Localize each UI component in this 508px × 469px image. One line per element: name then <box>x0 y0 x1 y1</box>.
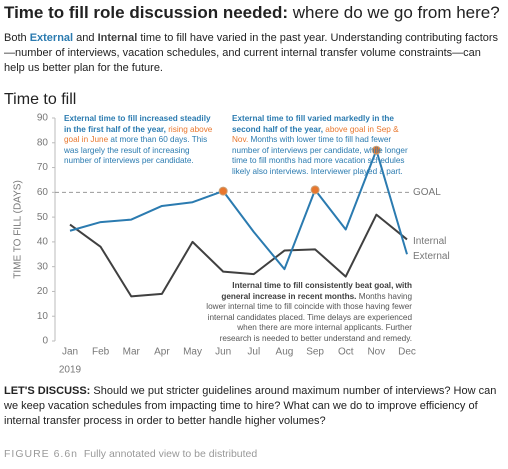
text-segment: Internal <box>97 32 138 44</box>
series-line <box>69 149 408 271</box>
x-tick-label: Nov <box>367 347 385 358</box>
x-tick-label: May <box>183 347 202 358</box>
y-tick-label: 60 <box>37 187 49 198</box>
x-tick-label: Feb <box>92 347 110 358</box>
highlight-point <box>218 186 228 196</box>
x-axis-label: 2019 <box>59 365 82 376</box>
text-segment: FIGURE 6.6n <box>4 448 79 460</box>
x-tick-label: Mar <box>123 347 141 358</box>
x-tick-label: Dec <box>398 347 416 358</box>
page-title: Time to fill role discussion needed: whe… <box>4 3 500 23</box>
text-segment: LET'S DISCUSS: <box>4 385 91 397</box>
text-segment: time to fill have varied in the past yea… <box>4 32 499 74</box>
y-tick-label: 80 <box>37 137 49 148</box>
y-tick-label: 10 <box>37 311 49 322</box>
text-segment: Should we put stricter guidelines around… <box>4 385 497 427</box>
chart-title: Time to fill <box>4 91 77 108</box>
y-tick-label: 90 <box>37 113 49 124</box>
x-tick-label: Sep <box>306 347 324 358</box>
text-segment: Time to fill role discussion needed: <box>4 3 289 22</box>
x-tick-label: Jan <box>62 347 78 358</box>
text-segment: Internal time to fill consistently beat … <box>221 281 412 301</box>
x-tick-label: Aug <box>276 347 294 358</box>
y-tick-label: 70 <box>37 162 49 173</box>
x-tick-label: Oct <box>338 347 354 358</box>
caption: FIGURE 6.6n Fully annotated view to be d… <box>4 448 257 460</box>
text-segment: External <box>29 32 74 44</box>
highlight-point <box>371 145 381 155</box>
text-segment: Both <box>4 32 30 44</box>
text-segment: rising above goal in June <box>64 124 213 145</box>
subtitle: Both External and Internal time to fill … <box>4 31 504 76</box>
annotation: External time to fill varied markedly in… <box>232 114 410 177</box>
text-segment: Months with lower time to fill had fewer… <box>232 135 408 176</box>
x-tick-label: Apr <box>154 347 170 358</box>
discussion: LET'S DISCUSS: Should we put stricter gu… <box>4 384 504 429</box>
x-tick-label: Jun <box>215 347 231 358</box>
text-segment: and <box>73 32 98 44</box>
text-segment: above goal in Sep & Nov. <box>232 124 399 145</box>
text-segment: Months having lower internal time to fil… <box>206 291 412 343</box>
text-segment: External time to fill varied markedly in… <box>232 114 394 134</box>
y-tick-label: 0 <box>42 336 48 347</box>
highlight-point <box>310 185 320 195</box>
y-axis-label: TIME TO FILL (DAYS) <box>13 180 24 279</box>
y-tick-label: 30 <box>37 261 49 272</box>
text-segment: at more than 60 days. This was largely t… <box>64 135 208 165</box>
series-label: Internal <box>413 236 446 247</box>
y-tick-label: 20 <box>37 286 49 297</box>
series-line <box>69 213 408 298</box>
y-tick-label: 50 <box>37 212 49 223</box>
annotation: Internal time to fill consistently beat … <box>206 281 412 344</box>
text-segment: Fully annotated view to be distributed <box>78 448 258 460</box>
text-segment: where do we go from here? <box>288 3 500 22</box>
x-tick-label: Jul <box>247 347 260 358</box>
y-tick-label: 40 <box>37 237 49 248</box>
annotation: External time to fill increased steadily… <box>64 114 214 167</box>
text-segment: External time to fill increased steadily… <box>64 114 211 134</box>
goal-label: GOAL <box>413 187 441 198</box>
series-label: External <box>413 251 450 262</box>
